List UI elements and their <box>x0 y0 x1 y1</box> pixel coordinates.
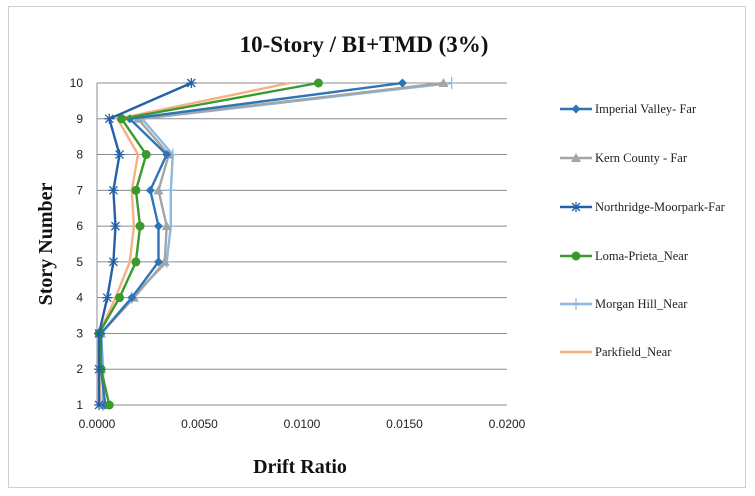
x-tick-0.0050: 0.0050 <box>181 417 218 431</box>
grid-lines <box>97 82 507 406</box>
legend-marker-3 <box>571 202 581 212</box>
y-tick-7: 7 <box>76 183 83 197</box>
series-4-point-9 <box>117 114 127 124</box>
series-5 <box>95 77 458 411</box>
series-line-3 <box>97 81 192 405</box>
y-tick-8: 8 <box>76 148 83 162</box>
series-4 <box>94 78 323 410</box>
legend-marker-2 <box>571 153 581 162</box>
y-tick-6: 6 <box>76 219 83 233</box>
y-axis-label: Story Number <box>35 182 57 305</box>
series-3-point-10 <box>186 78 197 88</box>
y-tick-9: 9 <box>76 112 83 126</box>
series-line-6 <box>97 81 290 406</box>
y-tick-10: 10 <box>70 76 84 90</box>
series-1-point-5 <box>154 257 163 267</box>
series-3-point-5 <box>108 256 119 267</box>
series-5-point-10 <box>445 77 458 89</box>
series-3-point-7 <box>108 185 119 196</box>
x-tick-0.0000: 0.0000 <box>79 417 116 431</box>
legend-label-2: Kern County - Far <box>595 151 688 165</box>
legend-marker-4 <box>571 251 581 261</box>
series-2-point-5 <box>159 256 170 266</box>
x-tick-labels: 0.0000 0.0050 0.0100 0.0150 0.0200 <box>79 417 526 431</box>
legend-item-3: Northridge-Moorpark-Far <box>560 200 726 214</box>
legend-item-1: Imperial Valley- Far <box>560 102 697 116</box>
series-1-point-10 <box>397 78 407 88</box>
y-tick-1: 1 <box>76 398 83 412</box>
series-3-point-9 <box>104 113 115 124</box>
series-2-point-7 <box>153 185 164 195</box>
series-line-5 <box>99 81 452 405</box>
legend-item-5: Morgan Hill_Near <box>560 297 688 311</box>
series-4-point-5 <box>131 257 141 267</box>
x-tick-0.0150: 0.0150 <box>386 417 423 431</box>
x-tick-0.0100: 0.0100 <box>284 417 321 431</box>
series-4-point-1 <box>104 400 114 410</box>
legend-item-2: Kern County - Far <box>560 151 688 165</box>
legend-item-4: Loma-Prieta_Near <box>560 249 689 263</box>
y-tick-2: 2 <box>76 362 83 376</box>
legend-label-5: Morgan Hill_Near <box>595 297 688 311</box>
y-tick-4: 4 <box>76 291 83 305</box>
series-3 <box>94 78 197 410</box>
series-line-1 <box>99 81 403 406</box>
chart-title: 10-Story / BI+TMD (3%) <box>240 32 489 57</box>
y-tick-5: 5 <box>76 255 83 269</box>
y-tick-3: 3 <box>76 326 83 340</box>
series-1 <box>96 78 407 410</box>
legend-label-4: Loma-Prieta_Near <box>595 249 689 263</box>
series-5-point-7 <box>164 184 177 197</box>
legend-item-6: Parkfield_Near <box>560 345 672 359</box>
series-4-point-10 <box>313 78 323 88</box>
series-3-point-6 <box>110 221 121 232</box>
x-axis-label: Drift Ratio <box>253 456 347 478</box>
series-3-point-4 <box>102 292 113 303</box>
legend-label-1: Imperial Valley- Far <box>595 102 697 116</box>
y-tick-labels: 1 2 3 4 5 6 7 8 9 10 <box>70 76 84 412</box>
series-3-point-1 <box>94 400 105 410</box>
series-3-point-2 <box>94 364 105 375</box>
series-1-point-8 <box>162 150 172 160</box>
series-4-point-4 <box>115 293 125 303</box>
legend-marker-5 <box>570 298 582 310</box>
series-2-point-6 <box>161 221 172 231</box>
series-4-point-6 <box>135 221 145 231</box>
legend-marker-1 <box>571 104 581 114</box>
series-group <box>94 77 458 411</box>
legend-label-3: Northridge-Moorpark-Far <box>595 200 726 214</box>
series-1-point-6 <box>154 221 163 231</box>
series-1-point-4 <box>127 293 137 303</box>
series-4-point-7 <box>131 185 141 195</box>
series-3-point-8 <box>114 149 125 160</box>
legend-label-6: Parkfield_Near <box>595 345 672 359</box>
x-tick-0.0200: 0.0200 <box>489 417 526 431</box>
series-4-point-8 <box>141 150 151 160</box>
series-1-point-7 <box>145 185 155 195</box>
series-3-point-3 <box>94 328 105 339</box>
series-2-point-10 <box>438 78 449 87</box>
legend: Imperial Valley- Far Kern County - Far Nor… <box>560 102 726 359</box>
series-6 <box>97 81 290 406</box>
